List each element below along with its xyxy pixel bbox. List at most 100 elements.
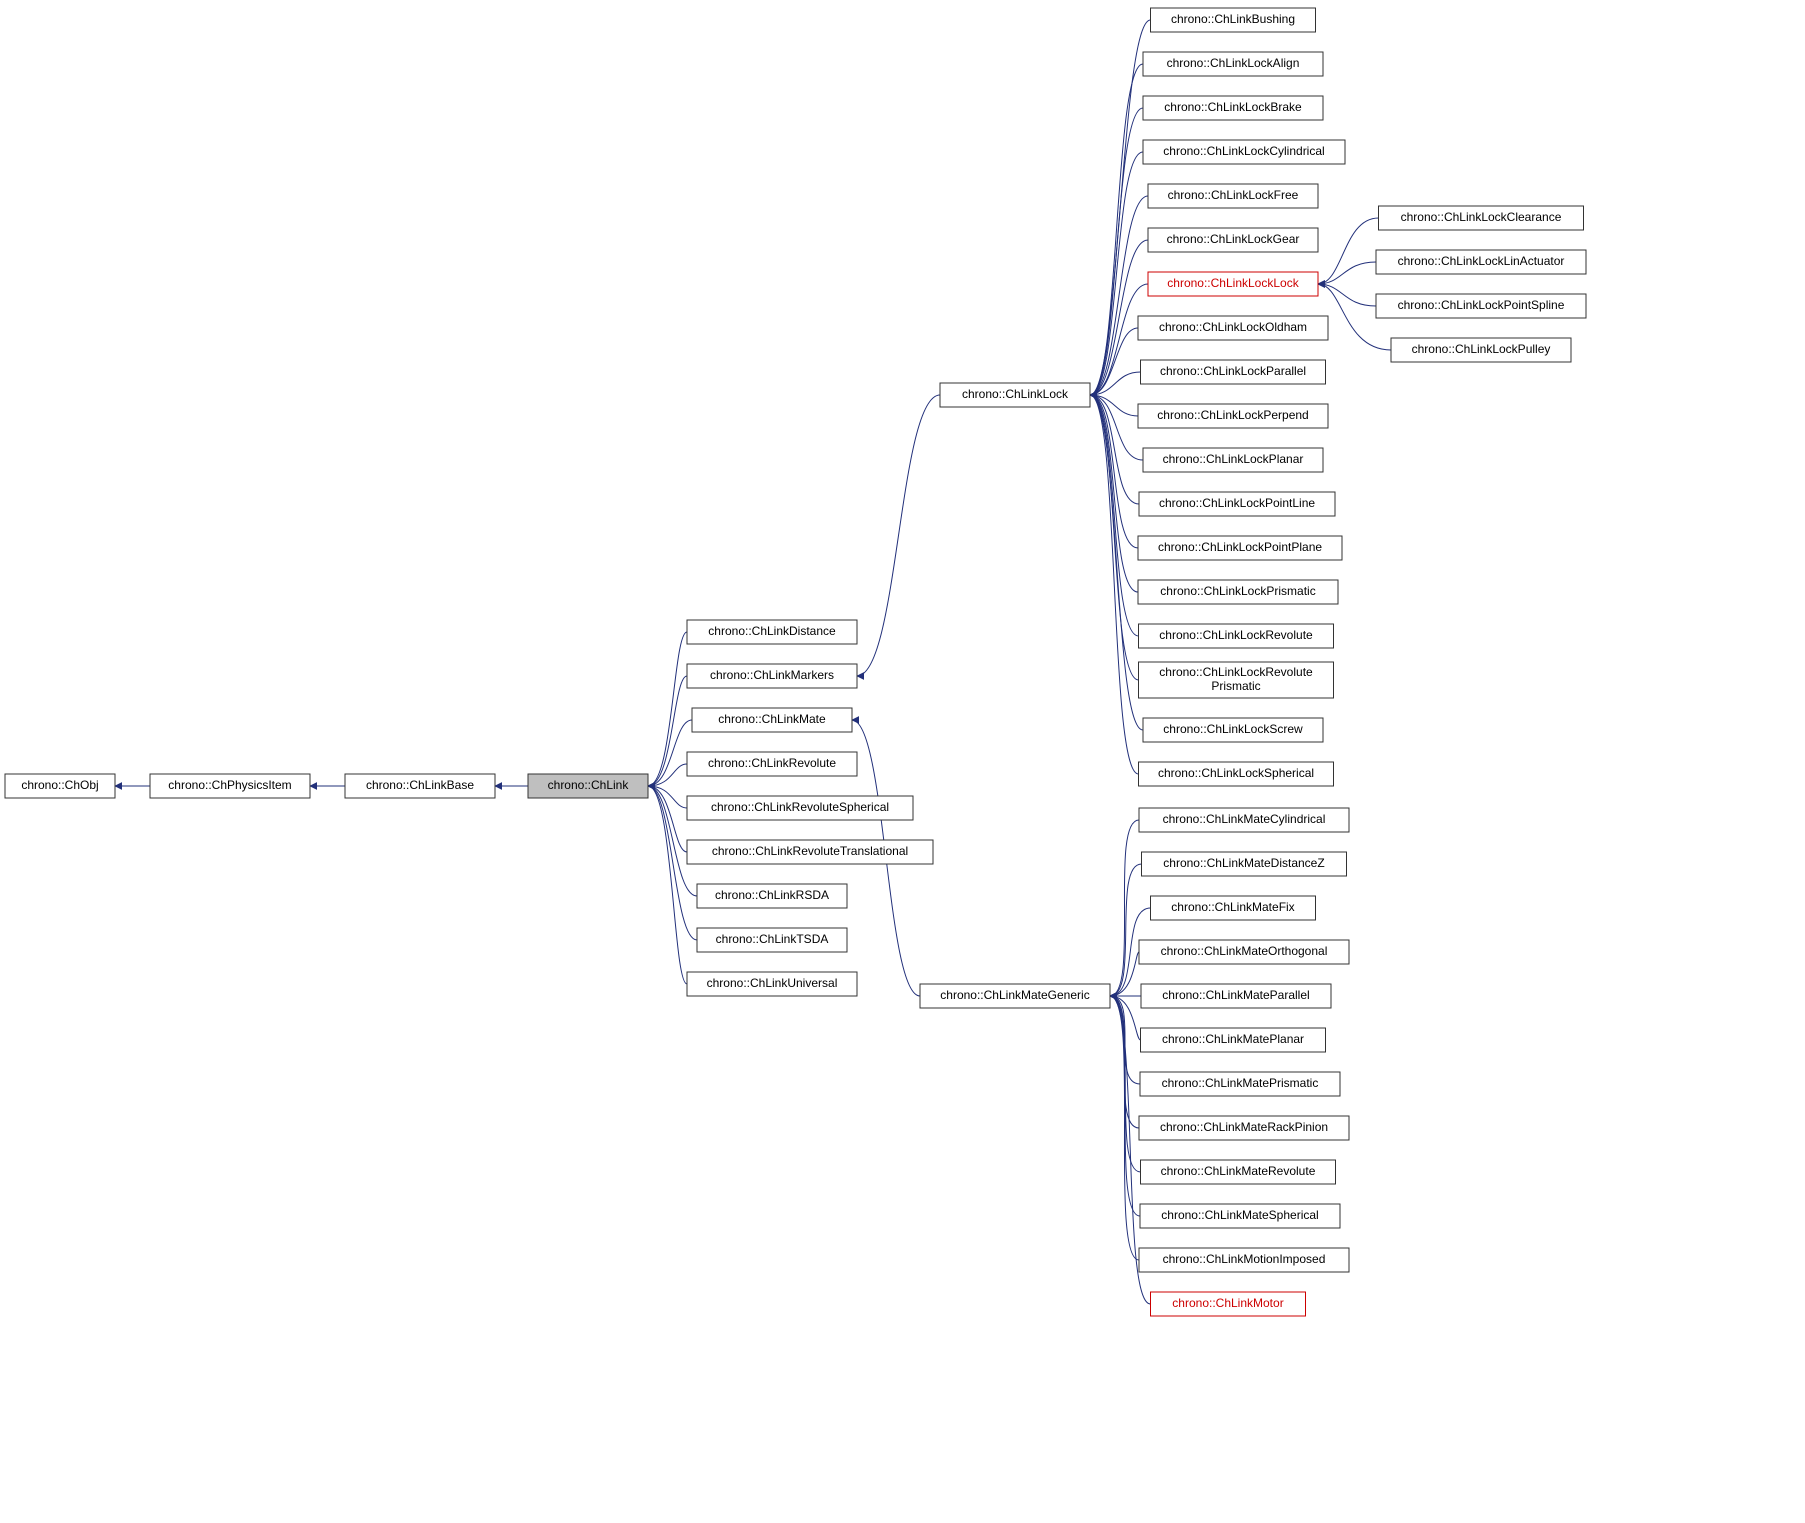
graph-svg: chrono::ChObjchrono::ChPhysicsItemchrono… xyxy=(0,0,1805,1523)
node-lockllinact[interactable]: chrono::ChLinkLockLinActuator xyxy=(1376,250,1586,274)
node-locklgear[interactable]: chrono::ChLinkLockGear xyxy=(1148,228,1318,252)
node-matespherical[interactable]: chrono::ChLinkMateSpherical xyxy=(1140,1204,1340,1228)
edge-linkmarkers-to-link xyxy=(648,676,687,786)
edge-locklalign-to-linklock xyxy=(1090,64,1143,395)
node-label: chrono::ChLinkLockGear xyxy=(1167,232,1300,246)
node-locklprismatic[interactable]: chrono::ChLinkLockPrismatic xyxy=(1138,580,1338,604)
node-lockllock[interactable]: chrono::ChLinkLockLock xyxy=(1148,272,1318,296)
node-label: chrono::ChLinkLockFree xyxy=(1168,188,1299,202)
edge-locklcyl-to-linklock xyxy=(1090,152,1143,395)
node-locklpointline[interactable]: chrono::ChLinkLockPointLine xyxy=(1139,492,1335,516)
edge-linkuniversal-to-link xyxy=(648,786,687,984)
edge-linkdistance-to-link xyxy=(648,632,687,786)
node-linktsda[interactable]: chrono::ChLinkTSDA xyxy=(697,928,847,952)
node-locklpointspline[interactable]: chrono::ChLinkLockPointSpline xyxy=(1376,294,1586,318)
node-locklclearance[interactable]: chrono::ChLinkLockClearance xyxy=(1379,206,1584,230)
node-label: chrono::ChLinkMateOrthogonal xyxy=(1161,944,1328,958)
node-label-line1: chrono::ChLinkLockRevolute xyxy=(1159,665,1313,679)
node-mateprismatic[interactable]: chrono::ChLinkMatePrismatic xyxy=(1140,1072,1340,1096)
node-locklpulley[interactable]: chrono::ChLinkLockPulley xyxy=(1391,338,1571,362)
node-label: chrono::ChLinkLockAlign xyxy=(1167,56,1300,70)
node-label: chrono::ChLinkLockPrismatic xyxy=(1160,584,1315,598)
node-label: chrono::ChLinkBase xyxy=(366,778,474,792)
node-label-line2: Prismatic xyxy=(1211,679,1260,693)
node-label: chrono::ChLinkLockParallel xyxy=(1160,364,1306,378)
node-label: chrono::ChLinkLockSpherical xyxy=(1158,766,1314,780)
node-linkbushing[interactable]: chrono::ChLinkBushing xyxy=(1151,8,1316,32)
node-label: chrono::ChLinkMatePrismatic xyxy=(1162,1076,1319,1090)
node-mateplanar[interactable]: chrono::ChLinkMatePlanar xyxy=(1141,1028,1326,1052)
node-linkmategeneric[interactable]: chrono::ChLinkMateGeneric xyxy=(920,984,1110,1008)
node-materevolute[interactable]: chrono::ChLinkMateRevolute xyxy=(1141,1160,1336,1184)
edge-locklrevolute-to-linklock xyxy=(1090,395,1139,636)
node-label: chrono::ChLinkLockClearance xyxy=(1401,210,1562,224)
node-label: chrono::ChLinkRevolute xyxy=(708,756,836,770)
node-locklbrake[interactable]: chrono::ChLinkLockBrake xyxy=(1143,96,1323,120)
node-motionimposed[interactable]: chrono::ChLinkMotionImposed xyxy=(1139,1248,1349,1272)
node-label: chrono::ChLinkLockPulley xyxy=(1412,342,1551,356)
node-linkrevtrans[interactable]: chrono::ChLinkRevoluteTranslational xyxy=(687,840,933,864)
node-label: chrono::ChPhysicsItem xyxy=(168,778,291,792)
node-label: chrono::ChLinkLockPointSpline xyxy=(1398,298,1565,312)
node-mateparallel[interactable]: chrono::ChLinkMateParallel xyxy=(1141,984,1331,1008)
node-matecyl[interactable]: chrono::ChLinkMateCylindrical xyxy=(1139,808,1349,832)
node-label: chrono::ChLinkBushing xyxy=(1171,12,1295,26)
node-locklperpend[interactable]: chrono::ChLinkLockPerpend xyxy=(1138,404,1328,428)
edge-locklscrew-to-linklock xyxy=(1090,395,1143,730)
node-label: chrono::ChLinkMateSpherical xyxy=(1161,1208,1318,1222)
node-label: chrono::ChLinkLockRevolute xyxy=(1159,628,1313,642)
node-materackpinion[interactable]: chrono::ChLinkMateRackPinion xyxy=(1139,1116,1349,1140)
edge-linklock-to-linkmarkers xyxy=(857,395,940,676)
node-linkrsda[interactable]: chrono::ChLinkRSDA xyxy=(697,884,847,908)
node-label: chrono::ChLinkLockLinActuator xyxy=(1398,254,1565,268)
node-linkuniversal[interactable]: chrono::ChLinkUniversal xyxy=(687,972,857,996)
edge-locklprismatic-to-linklock xyxy=(1090,395,1138,592)
node-label: chrono::ChLinkLockOldham xyxy=(1159,320,1307,334)
node-matefix[interactable]: chrono::ChLinkMateFix xyxy=(1151,896,1316,920)
node-label: chrono::ChLinkRevoluteTranslational xyxy=(712,844,908,858)
node-locklpointplane[interactable]: chrono::ChLinkLockPointPlane xyxy=(1138,536,1342,560)
node-locklrevolute[interactable]: chrono::ChLinkLockRevolute xyxy=(1139,624,1334,648)
node-matedistz[interactable]: chrono::ChLinkMateDistanceZ xyxy=(1142,852,1347,876)
node-linkmarkers[interactable]: chrono::ChLinkMarkers xyxy=(687,664,857,688)
node-locklfree[interactable]: chrono::ChLinkLockFree xyxy=(1148,184,1318,208)
node-label: chrono::ChLinkLockPointLine xyxy=(1159,496,1315,510)
edge-locklclearance-to-lockllock xyxy=(1318,218,1379,284)
node-label: chrono::ChLinkMotionImposed xyxy=(1163,1252,1326,1266)
node-label: chrono::ChLinkMate xyxy=(718,712,826,726)
node-label: chrono::ChLinkLockScrew xyxy=(1163,722,1303,736)
node-label: chrono::ChLinkMotor xyxy=(1172,1296,1283,1310)
node-linkmate[interactable]: chrono::ChLinkMate xyxy=(692,708,852,732)
node-label: chrono::ChLinkDistance xyxy=(708,624,836,638)
node-locklrevprism[interactable]: chrono::ChLinkLockRevolutePrismatic xyxy=(1139,662,1334,698)
node-label: chrono::ChLinkLockLock xyxy=(1167,276,1299,290)
node-locklcyl[interactable]: chrono::ChLinkLockCylindrical xyxy=(1143,140,1345,164)
node-locklspherical[interactable]: chrono::ChLinkLockSpherical xyxy=(1139,762,1334,786)
node-link[interactable]: chrono::ChLink xyxy=(528,774,648,798)
edge-locklpointline-to-linklock xyxy=(1090,395,1139,504)
node-linkrevsph[interactable]: chrono::ChLinkRevoluteSpherical xyxy=(687,796,913,820)
node-linkdistance[interactable]: chrono::ChLinkDistance xyxy=(687,620,857,644)
node-locklparallel[interactable]: chrono::ChLinkLockParallel xyxy=(1141,360,1326,384)
node-linklock[interactable]: chrono::ChLinkLock xyxy=(940,383,1090,407)
node-label: chrono::ChLinkRevoluteSpherical xyxy=(711,800,889,814)
node-physicsitem[interactable]: chrono::ChPhysicsItem xyxy=(150,774,310,798)
node-label: chrono::ChLinkTSDA xyxy=(716,932,829,946)
node-label: chrono::ChLinkLockCylindrical xyxy=(1163,144,1324,158)
node-label: chrono::ChLinkMateFix xyxy=(1171,900,1294,914)
node-linkbase[interactable]: chrono::ChLinkBase xyxy=(345,774,495,798)
edge-locklspherical-to-linklock xyxy=(1090,395,1139,774)
node-label: chrono::ChLinkMarkers xyxy=(710,668,834,682)
node-locklscrew[interactable]: chrono::ChLinkLockScrew xyxy=(1143,718,1323,742)
node-label: chrono::ChLinkLockPointPlane xyxy=(1158,540,1322,554)
node-label: chrono::ChLinkLockPerpend xyxy=(1157,408,1308,422)
node-locklplanar[interactable]: chrono::ChLinkLockPlanar xyxy=(1143,448,1323,472)
node-motor[interactable]: chrono::ChLinkMotor xyxy=(1151,1292,1306,1316)
node-mateorth[interactable]: chrono::ChLinkMateOrthogonal xyxy=(1139,940,1349,964)
node-lockloldham[interactable]: chrono::ChLinkLockOldham xyxy=(1138,316,1328,340)
node-label: chrono::ChLinkMatePlanar xyxy=(1162,1032,1304,1046)
node-chobj[interactable]: chrono::ChObj xyxy=(5,774,115,798)
edge-matedistz-to-linkmategeneric xyxy=(1110,864,1142,996)
node-linkrevolute[interactable]: chrono::ChLinkRevolute xyxy=(687,752,857,776)
node-locklalign[interactable]: chrono::ChLinkLockAlign xyxy=(1143,52,1323,76)
